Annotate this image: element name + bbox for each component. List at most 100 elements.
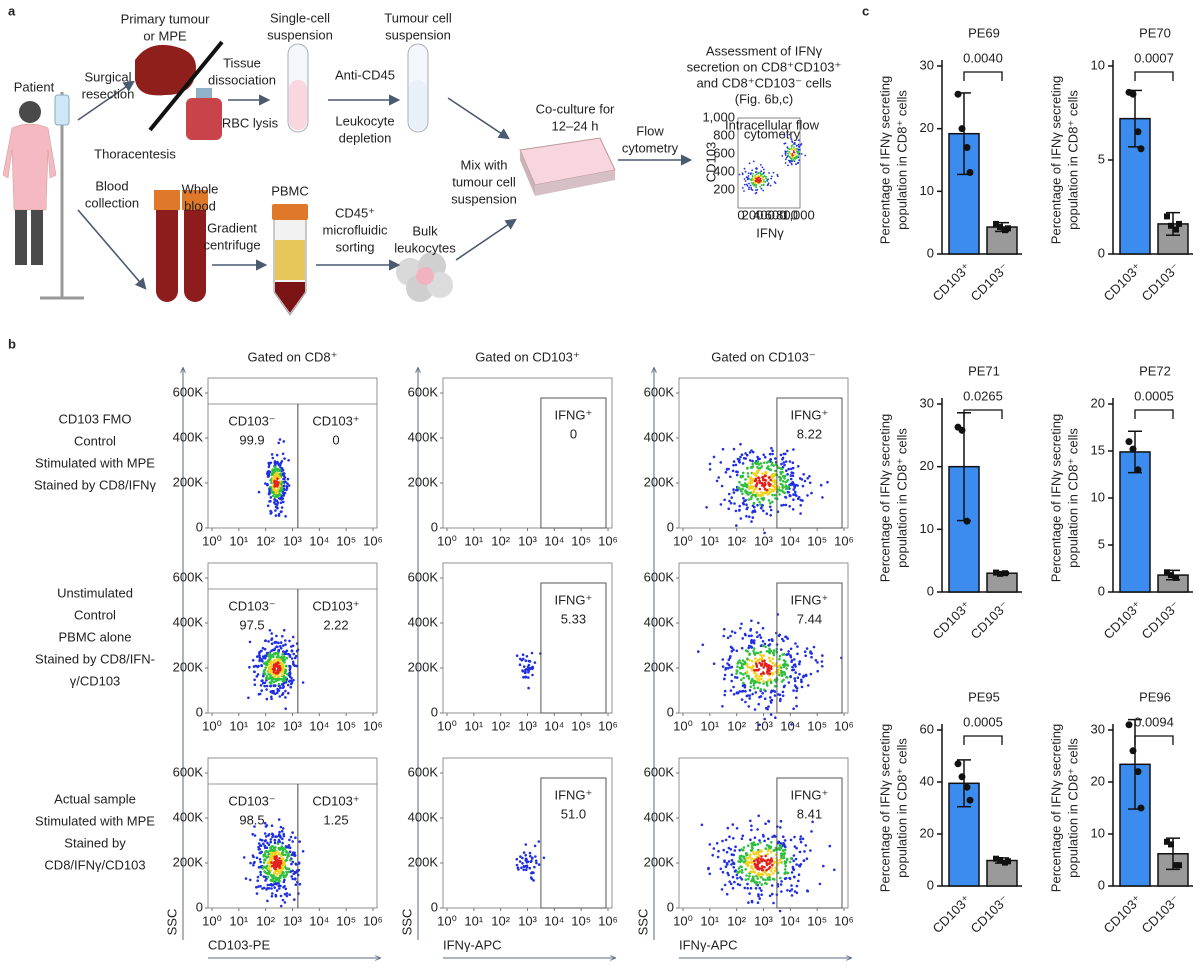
gate-value: 2.22: [323, 617, 348, 632]
event-dot: [259, 860, 262, 864]
event-dot: [772, 653, 776, 657]
event-dot: [781, 470, 784, 474]
event-dot: [735, 676, 739, 679]
event-dot: [748, 697, 751, 700]
event-dot: [818, 882, 822, 886]
gate-box: [540, 397, 607, 529]
event-dot: [270, 642, 274, 645]
event-dot: [749, 173, 752, 176]
event-dot: [274, 665, 278, 668]
chart-title: PE71: [968, 363, 1000, 378]
y-tick-label: 400K: [644, 429, 675, 444]
event-dot: [753, 687, 756, 690]
event-dot: [744, 170, 747, 173]
event-dot: [736, 876, 739, 880]
event-dot: [275, 480, 279, 483]
row-label: CD103 FMO: [59, 411, 132, 426]
schematic-label: 12–24 h: [552, 118, 599, 133]
event-dot: [783, 135, 786, 137]
event-dot: [769, 508, 773, 512]
gate-name: IFNG⁺: [790, 407, 828, 422]
event-dot: [771, 476, 774, 480]
event-dot: [282, 493, 286, 497]
event-dot: [792, 854, 796, 857]
event-dot: [264, 825, 268, 828]
event-dot: [290, 853, 294, 857]
event-dot: [761, 671, 765, 674]
event-dot: [735, 873, 739, 877]
event-dot: [263, 684, 267, 688]
event-dot: [760, 876, 763, 879]
data-point: [1134, 768, 1142, 776]
y-tick-label: 200K: [644, 854, 675, 869]
gate-name: CD103⁻: [228, 413, 275, 428]
chart-title: PE96: [1139, 689, 1171, 704]
event-dot: [760, 883, 764, 886]
event-dot: [271, 473, 275, 476]
data-point: [1164, 213, 1170, 220]
gate-box: [776, 582, 843, 714]
event-dot: [265, 676, 268, 680]
event-dot: [767, 644, 770, 647]
data-point: [993, 855, 999, 862]
y-tick-label: 0: [927, 877, 934, 892]
event-dot: [260, 664, 264, 668]
event-dot: [753, 859, 756, 863]
event-dot: [759, 688, 763, 691]
event-dot: [291, 635, 295, 639]
event-dot: [760, 889, 763, 892]
event-dot: [756, 481, 759, 485]
event-dot: [264, 482, 267, 485]
event-dot: [756, 635, 759, 638]
event-dot: [780, 671, 783, 675]
event-dot: [282, 650, 285, 653]
event-dot: [708, 468, 712, 471]
event-dot: [796, 497, 800, 501]
event-dot: [773, 678, 777, 682]
event-dot: [758, 867, 762, 870]
x-tick-label: CD103⁺: [929, 598, 973, 642]
y-tick-label: 0: [431, 704, 438, 719]
event-dot: [747, 175, 750, 177]
event-dot: [771, 892, 774, 896]
event-dot: [269, 496, 273, 499]
event-dot: [761, 660, 764, 663]
event-dot: [723, 627, 726, 631]
event-dot: [743, 178, 746, 180]
event-dot: [272, 874, 275, 877]
event-dot: [770, 884, 774, 887]
y-tick-label: 400K: [408, 429, 439, 444]
event-dot: [763, 717, 766, 721]
x-tick-label: 10⁶: [363, 533, 383, 548]
event-dot: [730, 630, 734, 633]
event-dot: [744, 478, 747, 481]
event-dot: [786, 449, 789, 453]
y-axis-label: SSC: [399, 909, 414, 936]
event-dot: [770, 665, 773, 668]
event-dot: [767, 476, 771, 479]
data-point: [1129, 90, 1137, 98]
event-dot: [781, 663, 785, 667]
data-point: [966, 796, 974, 804]
event-dot: [771, 479, 774, 483]
event-dot: [719, 461, 723, 464]
x-tick-label: 10¹: [464, 533, 483, 548]
event-dot: [290, 649, 294, 653]
event-dot: [780, 880, 783, 883]
event-dot: [756, 179, 759, 181]
y-tick-label: 10: [1091, 57, 1105, 72]
event-dot: [721, 870, 725, 874]
p-value: 0.0094: [1134, 714, 1174, 729]
event-dot: [759, 672, 763, 676]
event-dot: [740, 698, 744, 701]
event-dot: [770, 841, 773, 844]
event-dot: [727, 507, 730, 511]
event-dot: [527, 676, 530, 679]
event-dot: [746, 490, 749, 494]
event-dot: [786, 150, 789, 153]
event-dot: [745, 183, 748, 186]
event-dot: [733, 502, 736, 505]
event-dot: [750, 899, 754, 903]
event-dot: [748, 658, 751, 662]
event-dot: [755, 191, 758, 194]
